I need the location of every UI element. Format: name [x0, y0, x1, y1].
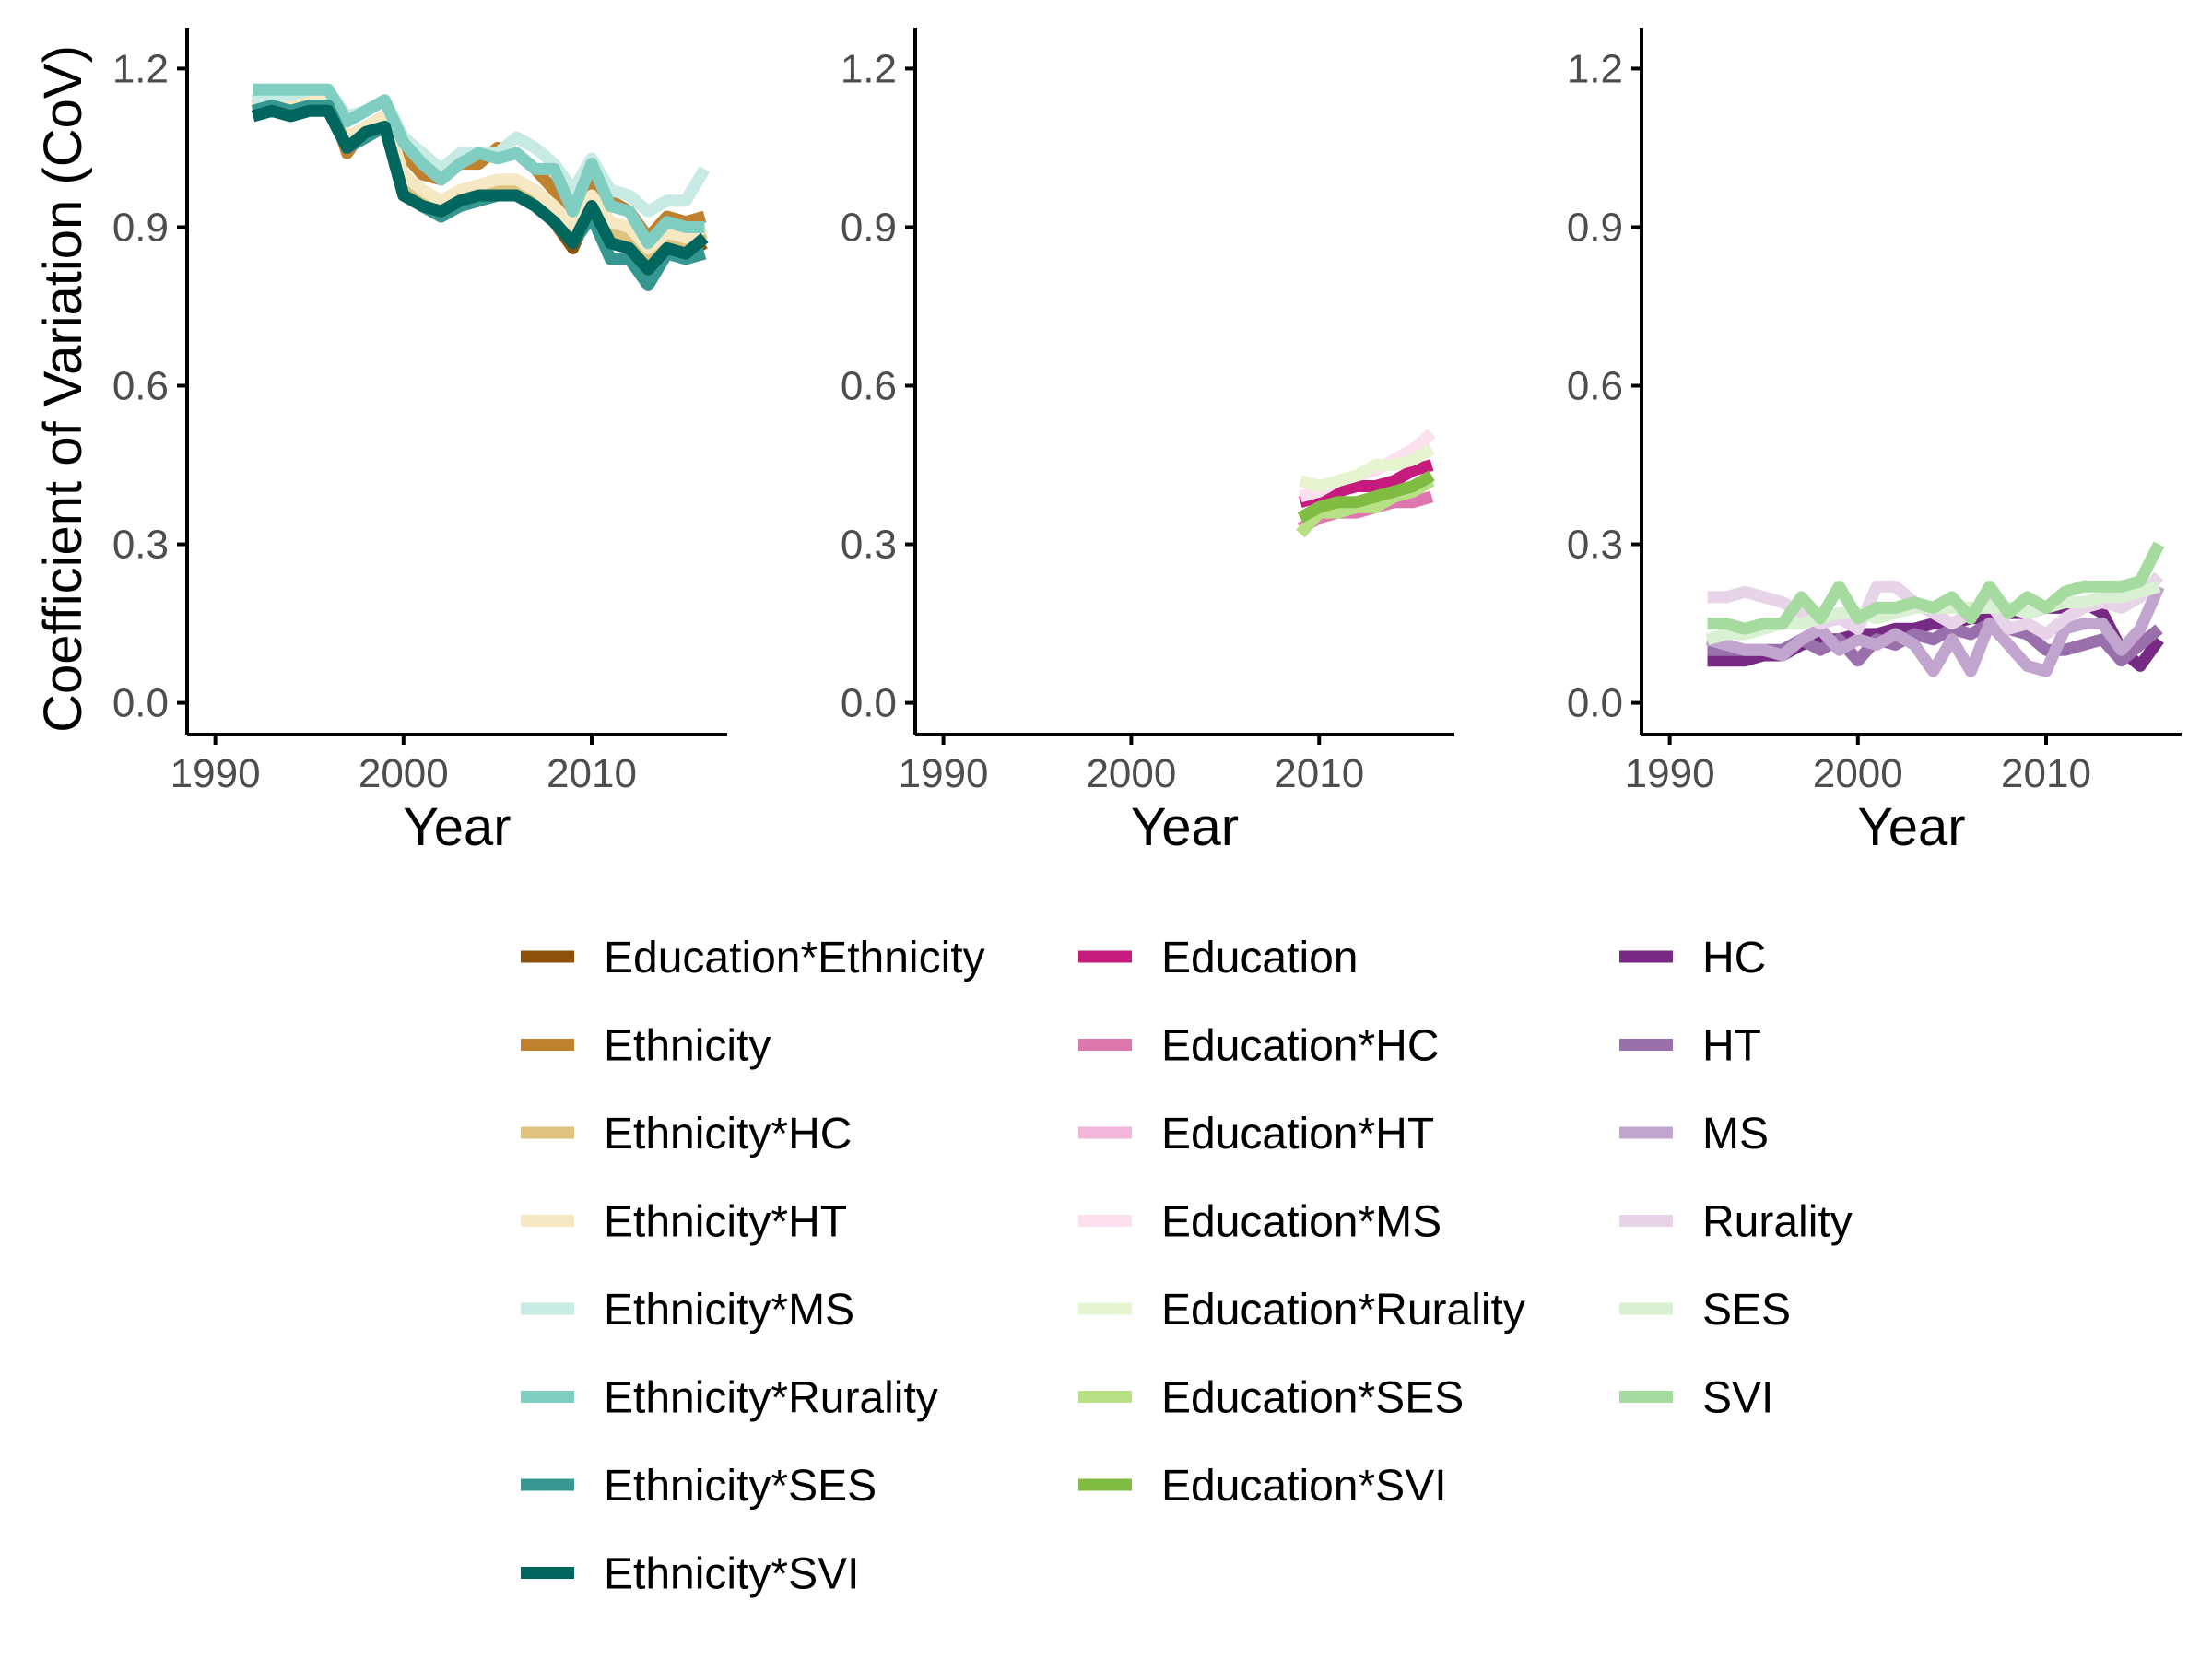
legend-label: Education — [1161, 934, 1359, 982]
legend-item: HT — [1619, 1022, 1761, 1071]
panel-2: 0.0 0.3 0.6 0.9 1.2 1990 2000 2010 Year — [841, 28, 1454, 857]
x-axis-title: Year — [1131, 797, 1239, 857]
y-tick-label: 0.3 — [112, 523, 169, 568]
y-tick-label: 0.9 — [1567, 205, 1623, 250]
legend-label: Ethnicity — [604, 1022, 771, 1071]
y-tick-label: 0.6 — [1567, 364, 1623, 409]
x-tick-label: 1990 — [899, 751, 989, 796]
legend-label: Education*SVI — [1161, 1462, 1447, 1511]
panel-3: 0.0 0.3 0.6 0.9 1.2 1990 2000 2010 Year — [1567, 28, 2182, 857]
legend-label: Ethnicity*HC — [604, 1110, 852, 1159]
legend-item: MS — [1619, 1110, 1769, 1159]
legend-label: Rurality — [1702, 1198, 1853, 1247]
legend-item: SVI — [1619, 1374, 1773, 1423]
legend-label: Education*MS — [1161, 1198, 1441, 1247]
series-line — [251, 104, 709, 276]
y-tick-label: 0.3 — [1567, 523, 1623, 568]
series-line — [1707, 541, 2165, 635]
legend-item: Education*Rurality — [1078, 1286, 1525, 1335]
legend-label: Education*Rurality — [1161, 1286, 1525, 1335]
y-tick-label: 1.2 — [841, 46, 897, 91]
y-tick-label: 0.0 — [841, 681, 897, 726]
legend-item: Education*Ethnicity — [521, 934, 985, 982]
x-tick-label: 1990 — [1625, 751, 1715, 796]
x-tick-label: 2000 — [1813, 751, 1903, 796]
legend-label: Ethnicity*Rurality — [604, 1374, 938, 1423]
y-tick-label: 0.6 — [841, 364, 897, 409]
legend-label: Education*HT — [1161, 1110, 1434, 1159]
legend-item: HC — [1619, 934, 1766, 982]
series-line — [253, 83, 705, 250]
legend-label: Education*SES — [1161, 1374, 1464, 1423]
y-tick-label: 1.2 — [1567, 46, 1623, 91]
legend-item: Ethnicity*HC — [521, 1110, 852, 1159]
legend-label: Ethnicity*SVI — [604, 1550, 859, 1599]
legend-item: Ethnicity*HT — [521, 1198, 847, 1247]
legend: Education*Ethnicity Ethnicity Ethnicity*HC… — [521, 934, 1853, 1599]
x-tick-label: 1990 — [171, 751, 261, 796]
x-tick-label: 2010 — [2001, 751, 2091, 796]
legend-label: Ethnicity*HT — [604, 1198, 847, 1247]
legend-item: Education*SES — [1078, 1374, 1464, 1423]
x-axis-title: Year — [403, 797, 511, 857]
legend-item: SES — [1619, 1286, 1791, 1335]
legend-label: Education*HC — [1161, 1022, 1440, 1071]
x-tick-label: 2010 — [547, 751, 637, 796]
x-tick-label: 2010 — [1274, 751, 1364, 796]
legend-item: Education — [1078, 934, 1359, 982]
x-tick-label: 2000 — [1086, 751, 1176, 796]
x-axis-title: Year — [1857, 797, 1965, 857]
x-tick-label: 2000 — [359, 751, 449, 796]
legend-item: Education*SVI — [1078, 1462, 1447, 1511]
legend-item: Ethnicity*MS — [521, 1286, 854, 1335]
legend-item: Ethnicity*Rurality — [521, 1374, 938, 1423]
y-tick-label: 1.2 — [112, 46, 169, 91]
legend-item: Education*HT — [1078, 1110, 1434, 1159]
legend-item: Education*HC — [1078, 1022, 1440, 1071]
legend-item: Ethnicity*SVI — [521, 1550, 859, 1599]
legend-label: Ethnicity*SES — [604, 1462, 877, 1511]
legend-label: MS — [1702, 1110, 1769, 1159]
y-tick-label: 0.6 — [112, 364, 169, 409]
legend-item: Ethnicity — [521, 1022, 771, 1071]
series-line — [1299, 443, 1435, 492]
legend-item: Ethnicity*SES — [521, 1462, 877, 1511]
y-tick-label: 0.9 — [112, 205, 169, 250]
legend-label: Education*Ethnicity — [604, 934, 985, 982]
y-axis-title: Coefficient of Variation (CoV) — [33, 45, 93, 733]
legend-label: SES — [1702, 1286, 1791, 1335]
legend-item: Rurality — [1619, 1198, 1853, 1247]
y-tick-label: 0.0 — [112, 681, 169, 726]
y-tick-label: 0.9 — [841, 205, 897, 250]
legend-label: Ethnicity*MS — [604, 1286, 854, 1335]
legend-label: SVI — [1702, 1374, 1773, 1423]
series-line — [1297, 470, 1435, 524]
legend-item: Education*MS — [1078, 1198, 1441, 1247]
panel-1: 0.0 0.3 0.6 0.9 1.2 1990 2000 2010 Year — [112, 28, 727, 857]
y-tick-label: 0.0 — [1567, 681, 1623, 726]
series-line — [1705, 583, 2165, 677]
legend-label: HT — [1702, 1022, 1761, 1071]
legend-label: HC — [1702, 934, 1766, 982]
y-tick-label: 0.3 — [841, 523, 897, 568]
